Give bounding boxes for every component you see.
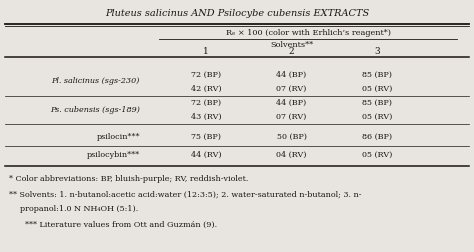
Text: 43 (RV): 43 (RV) (191, 113, 221, 121)
Text: 72 (BP): 72 (BP) (191, 70, 221, 78)
Text: 85 (BP): 85 (BP) (362, 70, 392, 78)
Text: Solvents**: Solvents** (270, 41, 313, 49)
Text: 44 (BP): 44 (BP) (276, 99, 307, 107)
Text: 2: 2 (289, 47, 294, 56)
Text: 05 (RV): 05 (RV) (362, 84, 392, 92)
Text: 72 (BP): 72 (BP) (191, 99, 221, 107)
Text: Ps. cubensis (sgs-189): Ps. cubensis (sgs-189) (50, 106, 140, 114)
Text: ** Solvents: 1. n-butanol:acetic acid:water (12:3:5); 2. water-saturated n-butan: ** Solvents: 1. n-butanol:acetic acid:wa… (9, 190, 361, 198)
Text: * Color abbreviations: BP, bluish-purple; RV, reddish-violet.: * Color abbreviations: BP, bluish-purple… (9, 175, 248, 183)
Text: 42 (RV): 42 (RV) (191, 84, 221, 92)
Text: 05 (RV): 05 (RV) (362, 113, 392, 121)
Text: 85 (BP): 85 (BP) (362, 99, 392, 107)
Text: 86 (BP): 86 (BP) (362, 133, 392, 141)
Text: Pluteus salicinus AND Psilocybe cubensis EXTRACTS: Pluteus salicinus AND Psilocybe cubensis… (105, 9, 369, 18)
Text: Pl. salicinus (sgs-230): Pl. salicinus (sgs-230) (52, 77, 140, 85)
Text: 05 (RV): 05 (RV) (362, 151, 392, 159)
Text: 3: 3 (374, 47, 380, 56)
Text: 50 (BP): 50 (BP) (276, 133, 307, 141)
Text: 44 (RV): 44 (RV) (191, 151, 221, 159)
Text: 07 (RV): 07 (RV) (276, 84, 307, 92)
Text: psilocin***: psilocin*** (96, 133, 140, 141)
Text: 07 (RV): 07 (RV) (276, 113, 307, 121)
Text: 44 (BP): 44 (BP) (276, 70, 307, 78)
Text: 75 (BP): 75 (BP) (191, 133, 221, 141)
Text: 04 (RV): 04 (RV) (276, 151, 307, 159)
Text: propanol:1.0 N NH₄OH (5:1).: propanol:1.0 N NH₄OH (5:1). (20, 205, 138, 213)
Text: 1: 1 (203, 47, 209, 56)
Text: Rₑ × 100 (color with Erhlich’s reagent*): Rₑ × 100 (color with Erhlich’s reagent*) (226, 29, 391, 37)
Text: psilocybin***: psilocybin*** (87, 151, 140, 159)
Text: *** Literature values from Ott and Guzmán (9).: *** Literature values from Ott and Guzmá… (25, 220, 217, 229)
